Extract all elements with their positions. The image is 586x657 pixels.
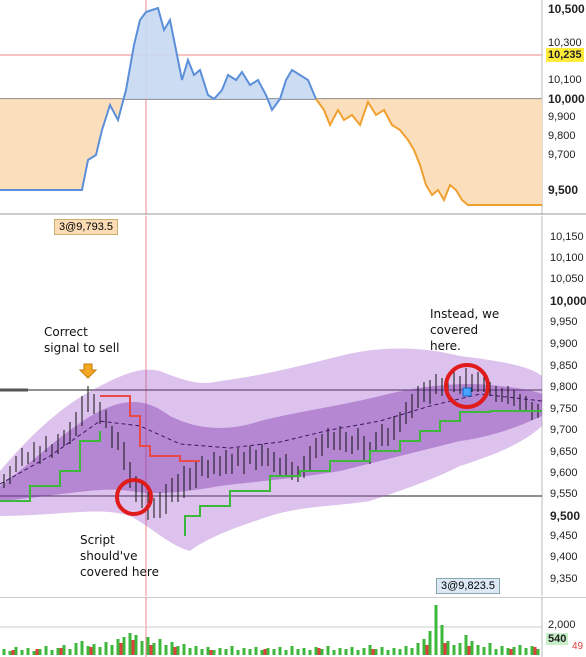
main-y-tick-9800: 9,800 [550, 381, 578, 393]
top-y-tick-9500: 9,500 [548, 183, 579, 197]
main-y-tick-9700: 9,700 [550, 424, 578, 436]
main-y-tick-9350: 9,350 [550, 573, 578, 585]
trailing-stop-green [0, 431, 101, 502]
area-fill-late [316, 99, 542, 205]
area-fill-below [0, 99, 122, 190]
volume-panel[interactable] [0, 597, 586, 657]
area-fill-above [122, 8, 214, 99]
top-price-panel[interactable] [0, 0, 586, 215]
volume-last-tag: 540 [546, 633, 569, 645]
main-y-tick-10050: 10,050 [550, 273, 584, 285]
main-y-tick-9400: 9,400 [550, 551, 578, 563]
top-y-tick-10100: 10,100 [548, 74, 582, 86]
top-y-tick-9900: 9,900 [548, 111, 576, 123]
sell-signal-arrow [78, 363, 98, 379]
top-y-tick-10300: 10,300 [548, 37, 582, 49]
main-y-tick-9550: 9,550 [550, 488, 578, 500]
main-y-tick-9950: 9,950 [550, 316, 578, 328]
annotation-script-should-cover: Script should've covered here [80, 533, 159, 579]
price-line-down [315, 98, 542, 206]
main-y-tick-9450: 9,450 [550, 530, 578, 542]
trailing-stop-red [100, 395, 200, 462]
main-y-tick-10000: 10,000 [550, 294, 586, 308]
main-y-tick-9500: 9,500 [550, 509, 581, 523]
main-y-tick-10150: 10,150 [550, 231, 584, 243]
cover-marker [462, 387, 472, 397]
position-badge-right: 3@9,823.5 [436, 578, 500, 594]
top-y-tick-9800: 9,800 [548, 130, 576, 142]
script-should-cover-circle [115, 478, 153, 516]
main-price-panel[interactable] [0, 216, 586, 596]
annotation-correct-signal: Correct signal to sell [44, 325, 120, 355]
main-y-tick-9850: 9,850 [550, 360, 578, 372]
top-y-tick-9700: 9,700 [548, 149, 576, 161]
trailing-stop-green-2 [184, 410, 542, 536]
main-y-tick-9650: 9,650 [550, 446, 578, 458]
top-y-tick-10500: 10,500 [548, 2, 585, 16]
volume-bars [2, 605, 540, 655]
candles [3, 368, 539, 520]
main-y-tick-10100: 10,100 [550, 252, 584, 264]
position-badge-left: 3@9,793.5 [54, 219, 118, 235]
volume-y-tick-2000: 2,000 [548, 619, 576, 631]
top-y-tick-10000: 10,000 [548, 92, 585, 106]
price-line [0, 6, 317, 191]
area-fill-mid [214, 70, 316, 110]
actual-cover-circle [444, 363, 490, 409]
main-y-tick-9600: 9,600 [550, 467, 578, 479]
main-y-tick-9750: 9,750 [550, 403, 578, 415]
annotation-instead-covered: Instead, we covered here. [430, 307, 500, 353]
band-midline [0, 393, 543, 485]
main-y-tick-9900: 9,900 [550, 338, 578, 350]
last-price-tag: 10,235 [546, 48, 584, 62]
volume-last-tag-red: 49 [572, 641, 584, 652]
